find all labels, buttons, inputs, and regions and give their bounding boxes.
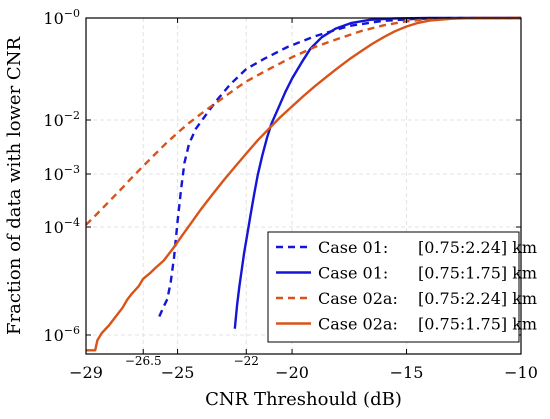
x-tick-label: −20 — [275, 363, 309, 382]
series-lines — [85, 16, 522, 352]
x-tick-label: −29 — [69, 363, 103, 382]
y-tick-label: 10−0 — [43, 7, 80, 28]
series-line-2 — [233, 16, 521, 329]
axis-ticks: −29 −25 −20 −15 −10 −26.5 −22 10−0 10−2 10−3 10−4 1… — [43, 7, 537, 382]
legend-label-1: Case 01: — [318, 238, 388, 257]
legend-range-4: [0.75:1.75] km — [418, 315, 537, 334]
x-tick-label: −10 — [504, 363, 538, 382]
plot-frame — [85, 17, 522, 355]
y-tick-label: 10−3 — [43, 163, 80, 184]
legend-range-1: [0.75:2.24] km — [418, 238, 537, 257]
y-tick-label: 10−6 — [43, 324, 80, 345]
series-line-4 — [86, 16, 522, 352]
series-line-3 — [85, 16, 521, 226]
y-tick-label: 10−2 — [43, 109, 80, 130]
y-axis-label: Fraction of data with lower CNR — [4, 37, 25, 335]
legend-range-3: [0.75:2.24] km — [418, 289, 537, 308]
legend-label-4: Case 02a: — [318, 315, 398, 334]
legend-label-3: Case 02a: — [318, 289, 398, 308]
legend-label-2: Case 01: — [318, 264, 388, 283]
x-extra-tick-label: −22 — [234, 354, 259, 368]
legend: Case 01: [0.75:2.24] km Case 01: [0.75:1.75… — [267, 231, 537, 343]
x-tick-label: −25 — [161, 363, 195, 382]
series-line-1 — [158, 16, 522, 317]
x-axis-label: CNR Threshould (dB) — [205, 389, 402, 410]
grid-lines — [86, 18, 521, 354]
legend-range-2: [0.75:1.75] km — [418, 264, 537, 283]
x-extra-tick-label: −26.5 — [125, 354, 162, 368]
y-tick-label: 10−4 — [43, 216, 80, 237]
x-tick-label: −15 — [390, 363, 424, 382]
